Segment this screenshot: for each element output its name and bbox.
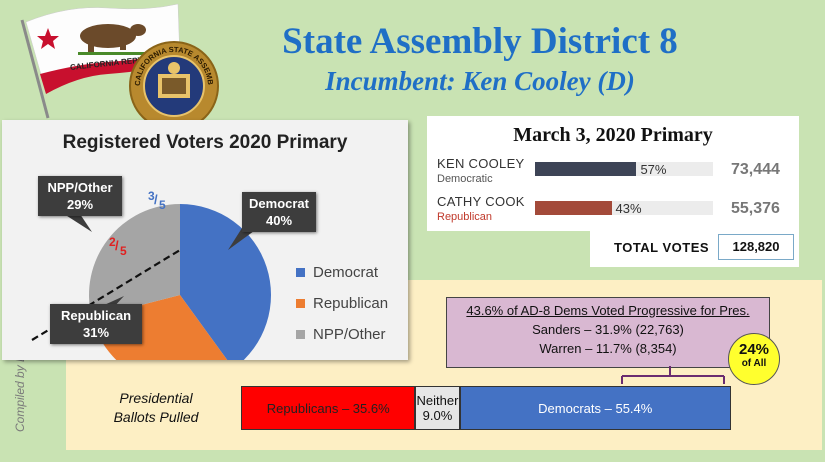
result-votes-cook: 55,376 [731,200,780,217]
legend-swatch-npp [296,330,305,339]
legend-label-republican: Republican [313,295,389,312]
legend-swatch-democrat [296,268,305,277]
legend-item-npp: NPP/Other [296,326,388,343]
progressive-headline: 43.6% of AD-8 Dems Voted Progressive for… [466,303,750,318]
bracket-connector [621,366,725,384]
legend-label-npp: NPP/Other [313,326,386,343]
callout-pointer-npp [64,214,92,232]
legend-item-republican: Republican [296,295,388,312]
ballots-label-line2: Ballots Pulled [113,409,199,425]
pie-slice-democrat [180,204,271,360]
results-title: March 3, 2020 Primary [513,124,713,146]
callout-democrat-value: 40% [265,213,293,228]
total-votes-value: 128,820 [718,234,794,260]
callout-republican-label: Republican [60,308,132,323]
callout-democrat: Democrat 40% [242,192,316,232]
result-percent-cook: 43% [615,201,642,216]
ballots-label: Presidential Ballots Pulled [96,389,216,427]
callout-republican: Republican 31% [50,304,142,344]
badge-sub: of All [741,358,767,369]
candidate-party-cooley: Democratic [437,173,493,185]
callout-pointer-democrat [228,228,258,250]
result-percent-cooley: 57% [640,162,667,177]
ballot-segment-republicans: Republicans – 35.6% [241,386,416,430]
ballot-segment-democrats: Democrats – 55.4% [459,386,731,430]
pie-legend: Democrat Republican NPP/Other [296,264,388,343]
total-votes-box: TOTAL VOTES 128,820 [590,229,799,267]
result-bar-track-cooley [535,162,713,176]
callout-republican-value: 31% [82,325,110,340]
legend-label-democrat: Democrat [313,264,379,281]
percent-of-all-badge: 24% of All [728,333,780,385]
legend-swatch-republican [296,299,305,308]
primary-results-panel: March 3, 2020 Primary KEN COOLEY Democra… [427,116,799,231]
pie-annotation-upper: 3/5 [148,189,166,212]
candidate-name-cook: CATHY COOK [437,194,525,209]
registered-voters-chart: Registered Voters 2020 Primary 3/5 2/5 D… [2,120,408,360]
result-bar-cook [535,201,612,215]
progressive-warren: Warren – 11.7% (8,354) [539,341,677,356]
result-bar-track-cook [535,201,713,215]
progressive-sanders: Sanders – 31.9% (22,763) [532,322,684,337]
callout-npp-label: NPP/Other [47,180,113,195]
badge-main: 24% [738,341,770,358]
page-subtitle: Incumbent: Ken Cooley (D) [325,66,635,96]
ballot-segment-neither: Neither 9.0% [415,386,460,430]
result-bar-cooley [535,162,637,176]
callout-democrat-label: Democrat [249,196,309,211]
assembly-seal-icon: CALIFORNIA STATE ASSEMBLY [128,40,219,131]
candidate-party-cook: Republican [437,211,493,223]
legend-item-democrat: Democrat [296,264,388,281]
callout-npp: NPP/Other 29% [38,176,122,216]
total-votes-label: TOTAL VOTES [614,240,710,255]
pie-slice-npp-other [89,204,180,318]
candidate-name-cooley: KEN COOLEY [437,156,525,171]
ballots-label-line1: Presidential [119,390,193,406]
pie-chart-title: Registered Voters 2020 Primary [62,132,348,153]
progressive-vote-box: 43.6% of AD-8 Dems Voted Progressive for… [446,297,770,368]
page-title: State Assembly District 8 [282,21,678,62]
result-votes-cooley: 73,444 [731,161,780,178]
callout-npp-value: 29% [66,197,94,212]
pie-annotation-lower: 2/5 [109,235,127,258]
